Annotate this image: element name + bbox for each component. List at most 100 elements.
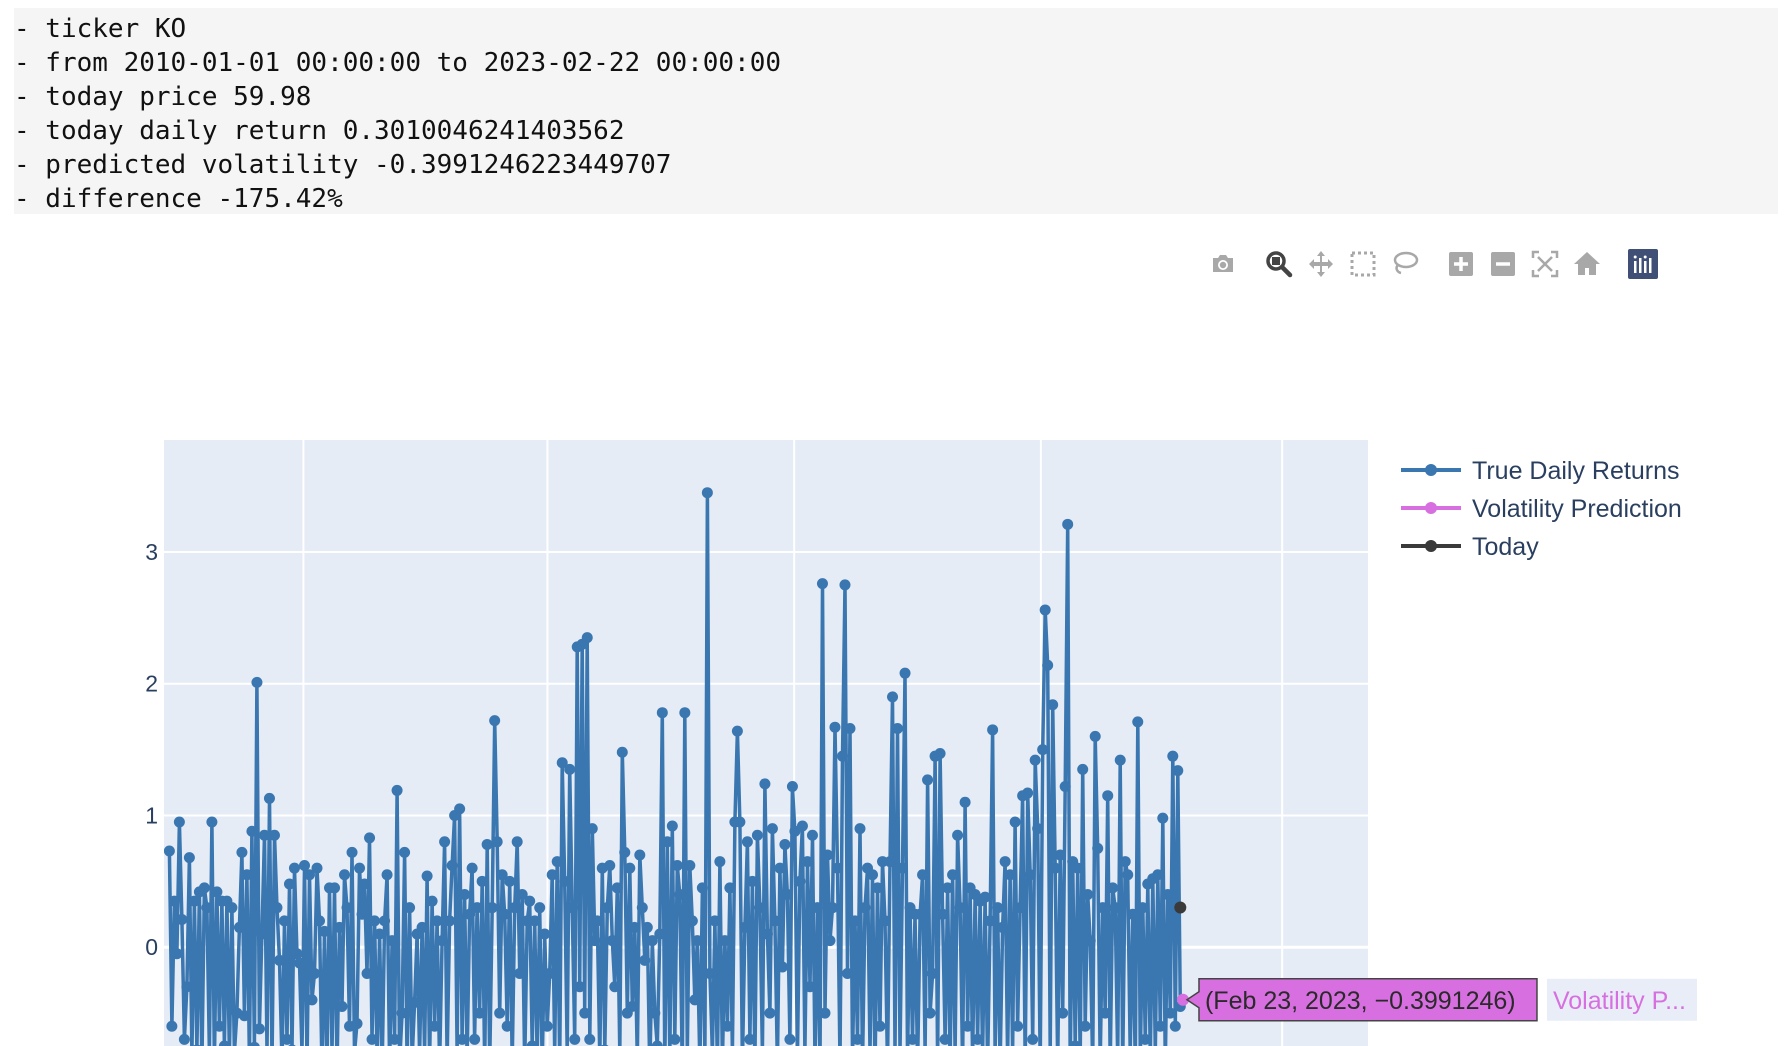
true-daily-returns-point[interactable] xyxy=(636,902,648,914)
true-daily-returns-point[interactable] xyxy=(937,908,949,920)
true-daily-returns-point[interactable] xyxy=(346,846,358,858)
true-daily-returns-point[interactable] xyxy=(288,862,300,874)
true-daily-returns-point[interactable] xyxy=(399,846,411,858)
true-daily-returns-point[interactable] xyxy=(1024,869,1036,881)
true-daily-returns-point[interactable] xyxy=(836,750,848,762)
true-daily-returns-point[interactable] xyxy=(811,902,823,914)
true-daily-returns-point[interactable] xyxy=(511,836,523,848)
true-daily-returns-point[interactable] xyxy=(311,862,323,874)
true-daily-returns-point[interactable] xyxy=(1059,780,1071,792)
true-daily-returns-point[interactable] xyxy=(504,875,516,887)
true-daily-returns-point[interactable] xyxy=(656,707,668,719)
true-daily-returns-point[interactable] xyxy=(546,869,558,881)
true-daily-returns-point[interactable] xyxy=(639,954,651,966)
true-daily-returns-point[interactable] xyxy=(476,875,488,887)
true-daily-returns-point[interactable] xyxy=(1139,1033,1151,1045)
true-daily-returns-point[interactable] xyxy=(874,1020,886,1032)
true-daily-returns-point[interactable] xyxy=(691,935,703,947)
true-daily-returns-point[interactable] xyxy=(907,1033,919,1045)
true-daily-returns-point[interactable] xyxy=(1027,1033,1039,1045)
true-daily-returns-point[interactable] xyxy=(1072,862,1084,874)
true-daily-returns-point[interactable] xyxy=(1069,1040,1081,1046)
true-daily-returns-point[interactable] xyxy=(751,829,763,841)
true-daily-returns-point[interactable] xyxy=(1009,816,1021,828)
true-daily-returns-point[interactable] xyxy=(283,878,295,890)
true-daily-returns-point[interactable] xyxy=(764,1007,776,1019)
true-daily-returns-point[interactable] xyxy=(456,1033,468,1045)
autoscale-icon[interactable] xyxy=(1527,246,1563,282)
true-daily-returns-point[interactable] xyxy=(761,928,773,940)
true-daily-returns-point[interactable] xyxy=(1107,882,1119,894)
true-daily-returns-point[interactable] xyxy=(779,838,791,850)
box-select-icon[interactable] xyxy=(1345,246,1381,282)
true-daily-returns-point[interactable] xyxy=(801,856,813,868)
true-daily-returns-point[interactable] xyxy=(851,1033,863,1045)
true-daily-returns-point[interactable] xyxy=(709,915,721,927)
true-daily-returns-point[interactable] xyxy=(1054,849,1066,861)
true-daily-returns-point[interactable] xyxy=(278,915,290,927)
true-daily-returns-point[interactable] xyxy=(351,1018,363,1030)
true-daily-returns-point[interactable] xyxy=(421,870,433,882)
true-daily-returns-point[interactable] xyxy=(211,886,223,898)
true-daily-returns-point[interactable] xyxy=(369,915,381,927)
true-daily-returns-point[interactable] xyxy=(489,715,501,727)
true-daily-returns-point[interactable] xyxy=(671,860,683,872)
true-daily-returns-point[interactable] xyxy=(539,928,551,940)
true-daily-returns-point[interactable] xyxy=(872,882,884,894)
true-daily-returns-point[interactable] xyxy=(238,1010,250,1022)
true-daily-returns-point[interactable] xyxy=(541,1020,553,1032)
true-daily-returns-point[interactable] xyxy=(684,860,696,872)
true-daily-returns-point[interactable] xyxy=(494,1007,506,1019)
true-daily-returns-point[interactable] xyxy=(962,1020,974,1032)
true-daily-returns-point[interactable] xyxy=(696,882,708,894)
true-daily-returns-point[interactable] xyxy=(381,869,393,881)
true-daily-returns-point[interactable] xyxy=(584,1033,596,1045)
true-daily-returns-point[interactable] xyxy=(601,902,613,914)
true-daily-returns-point[interactable] xyxy=(887,691,899,703)
true-daily-returns-point[interactable] xyxy=(984,915,996,927)
true-daily-returns-point[interactable] xyxy=(226,902,238,914)
true-daily-returns-point[interactable] xyxy=(924,1007,936,1019)
true-daily-returns-point[interactable] xyxy=(173,816,185,828)
true-daily-returns-point[interactable] xyxy=(256,928,268,940)
true-daily-returns-point[interactable] xyxy=(629,921,641,933)
true-daily-returns-point[interactable] xyxy=(1132,716,1144,728)
true-daily-returns-point[interactable] xyxy=(481,838,493,850)
true-daily-returns-point[interactable] xyxy=(268,829,280,841)
true-daily-returns-point[interactable] xyxy=(1004,869,1016,881)
true-daily-returns-point[interactable] xyxy=(1092,842,1104,854)
true-daily-returns-point[interactable] xyxy=(884,856,896,868)
true-daily-returns-point[interactable] xyxy=(314,915,326,927)
true-daily-returns-point[interactable] xyxy=(987,724,999,736)
true-daily-returns-point[interactable] xyxy=(606,935,618,947)
true-daily-returns-point[interactable] xyxy=(1029,754,1041,766)
true-daily-returns-point[interactable] xyxy=(181,981,193,993)
true-daily-returns-point[interactable] xyxy=(819,1007,831,1019)
true-daily-returns-point[interactable] xyxy=(253,1023,265,1035)
true-daily-returns-point[interactable] xyxy=(364,832,376,844)
true-daily-returns-point[interactable] xyxy=(1114,754,1126,766)
true-daily-returns-point[interactable] xyxy=(739,921,751,933)
true-daily-returns-point[interactable] xyxy=(654,928,666,940)
true-daily-returns-point[interactable] xyxy=(308,968,320,980)
true-daily-returns-point[interactable] xyxy=(298,860,310,872)
true-daily-returns-point[interactable] xyxy=(356,908,368,920)
true-daily-returns-point[interactable] xyxy=(559,875,571,887)
true-daily-returns-point[interactable] xyxy=(491,836,503,848)
true-daily-returns-point[interactable] xyxy=(1152,869,1164,881)
true-daily-returns-point[interactable] xyxy=(1032,823,1044,835)
true-daily-returns-point[interactable] xyxy=(634,849,646,861)
true-daily-returns-point[interactable] xyxy=(354,862,366,874)
true-daily-returns-point[interactable] xyxy=(806,829,818,841)
true-daily-returns-point[interactable] xyxy=(306,994,318,1006)
true-daily-returns-point[interactable] xyxy=(366,1033,378,1045)
true-daily-returns-point[interactable] xyxy=(263,792,275,804)
true-daily-returns-point[interactable] xyxy=(334,921,346,933)
true-daily-returns-point[interactable] xyxy=(404,902,416,914)
true-daily-returns-point[interactable] xyxy=(574,981,586,993)
true-daily-returns-point[interactable] xyxy=(1082,889,1094,900)
true-daily-returns-point[interactable] xyxy=(1162,889,1174,900)
true-daily-returns-point[interactable] xyxy=(927,968,939,980)
true-daily-returns-point[interactable] xyxy=(439,836,451,848)
true-daily-returns-point[interactable] xyxy=(786,780,798,792)
